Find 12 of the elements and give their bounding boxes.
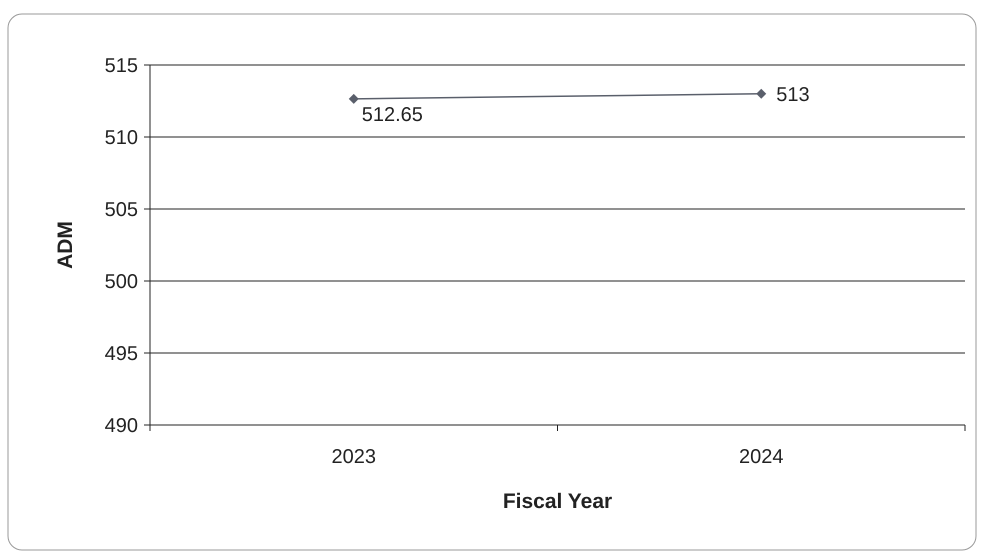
x-tick-label: 2023	[332, 446, 376, 468]
y-tick-label: 495	[104, 343, 138, 365]
y-tick-label: 505	[104, 199, 138, 221]
y-tick-label: 510	[104, 127, 138, 149]
data-label: 512.65	[362, 104, 423, 126]
y-tick-label: 515	[104, 55, 138, 77]
y-axis-title: ADM	[54, 221, 77, 269]
x-tick-label: 2024	[739, 446, 784, 468]
y-tick-label: 500	[104, 271, 138, 293]
y-tick-label: 490	[104, 415, 138, 437]
x-axis-title: Fiscal Year	[502, 490, 612, 513]
data-label: 513	[776, 84, 810, 106]
